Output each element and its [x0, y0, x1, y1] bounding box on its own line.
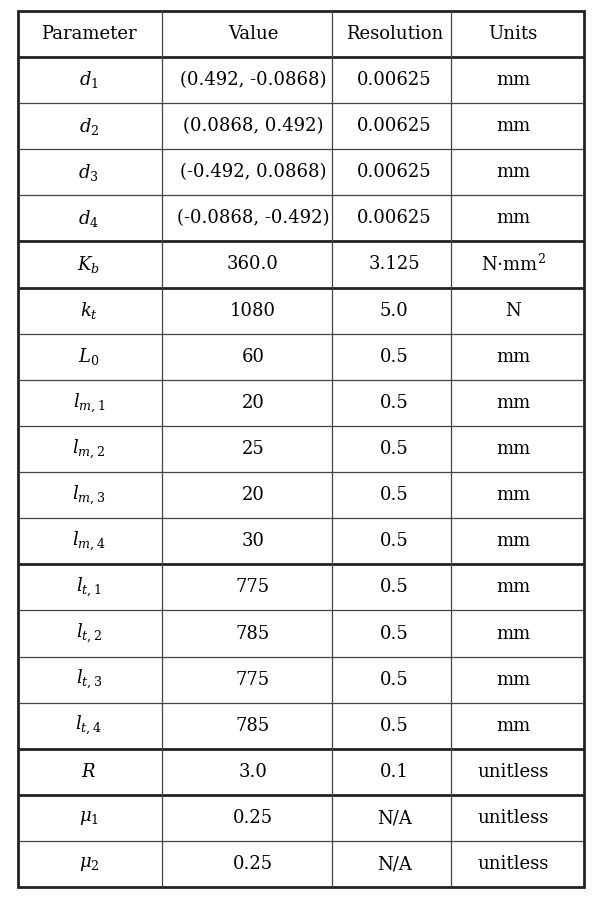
Text: Parameter: Parameter — [41, 25, 137, 43]
Text: $k_t$: $k_t$ — [80, 300, 98, 321]
Text: 3.125: 3.125 — [368, 256, 420, 274]
Text: unitless: unitless — [477, 763, 549, 781]
Text: $l_{m,4}$: $l_{m,4}$ — [72, 530, 105, 553]
Text: mm: mm — [496, 671, 530, 689]
Text: $\mu_1$: $\mu_1$ — [79, 809, 99, 827]
Text: 0.5: 0.5 — [380, 486, 409, 504]
Text: 360.0: 360.0 — [227, 256, 279, 274]
Text: Resolution: Resolution — [346, 25, 443, 43]
Text: 3.0: 3.0 — [238, 763, 267, 781]
Text: mm: mm — [496, 440, 530, 458]
Text: 30: 30 — [241, 533, 264, 550]
Text: mm: mm — [496, 348, 530, 365]
Text: N/A: N/A — [377, 855, 412, 873]
Text: $d_2$: $d_2$ — [79, 116, 99, 136]
Text: 0.5: 0.5 — [380, 440, 409, 458]
Text: $d_1$: $d_1$ — [79, 69, 99, 91]
Text: 0.00625: 0.00625 — [357, 71, 432, 89]
Text: $d_4$: $d_4$ — [78, 207, 99, 229]
Text: 0.00625: 0.00625 — [357, 163, 432, 181]
Text: 0.1: 0.1 — [380, 763, 409, 781]
Text: mm: mm — [496, 624, 530, 642]
Text: 0.5: 0.5 — [380, 717, 409, 735]
Text: N/A: N/A — [377, 809, 412, 827]
Text: 785: 785 — [236, 624, 270, 642]
Text: $l_{t,1}$: $l_{t,1}$ — [76, 576, 102, 599]
Text: 0.00625: 0.00625 — [357, 117, 432, 135]
Text: 775: 775 — [236, 578, 270, 596]
Text: Units: Units — [489, 25, 538, 43]
Text: $\mu_2$: $\mu_2$ — [78, 855, 99, 873]
Text: mm: mm — [496, 578, 530, 596]
Text: $l_{t,3}$: $l_{t,3}$ — [76, 668, 102, 691]
Text: 0.5: 0.5 — [380, 578, 409, 596]
Text: 0.5: 0.5 — [380, 533, 409, 550]
Text: mm: mm — [496, 486, 530, 504]
Text: mm: mm — [496, 163, 530, 181]
Text: 0.00625: 0.00625 — [357, 209, 432, 227]
Text: $l_{t,2}$: $l_{t,2}$ — [76, 621, 102, 645]
Text: 0.25: 0.25 — [233, 855, 273, 873]
Text: 775: 775 — [236, 671, 270, 689]
Text: 1080: 1080 — [230, 302, 276, 320]
Text: $l_{m,1}$: $l_{m,1}$ — [73, 392, 105, 415]
Text: (0.0868, 0.492): (0.0868, 0.492) — [182, 117, 323, 135]
Text: unitless: unitless — [477, 855, 549, 873]
Text: $l_{t,4}$: $l_{t,4}$ — [75, 714, 102, 737]
Text: unitless: unitless — [477, 809, 549, 827]
Text: 20: 20 — [241, 394, 264, 412]
Text: N$\cdot$mm$^2$: N$\cdot$mm$^2$ — [480, 254, 546, 275]
Text: N: N — [505, 302, 521, 320]
Text: $L_0$: $L_0$ — [78, 347, 99, 367]
Text: 60: 60 — [241, 348, 264, 365]
Text: mm: mm — [496, 394, 530, 412]
Text: $l_{m,2}$: $l_{m,2}$ — [72, 437, 105, 461]
Text: $l_{m,3}$: $l_{m,3}$ — [72, 483, 105, 506]
Text: 0.25: 0.25 — [233, 809, 273, 827]
Text: $K_b$: $K_b$ — [77, 254, 101, 275]
Text: 0.5: 0.5 — [380, 394, 409, 412]
Text: mm: mm — [496, 117, 530, 135]
Text: 20: 20 — [241, 486, 264, 504]
Text: 0.5: 0.5 — [380, 671, 409, 689]
Text: mm: mm — [496, 209, 530, 227]
Text: (0.492, -0.0868): (0.492, -0.0868) — [179, 71, 326, 89]
Text: 0.5: 0.5 — [380, 624, 409, 642]
Text: mm: mm — [496, 717, 530, 735]
Text: $R$: $R$ — [81, 763, 96, 781]
Text: 0.5: 0.5 — [380, 348, 409, 365]
Text: mm: mm — [496, 71, 530, 89]
Text: (-0.0868, -0.492): (-0.0868, -0.492) — [176, 209, 329, 227]
Text: Value: Value — [228, 25, 278, 43]
Text: 785: 785 — [236, 717, 270, 735]
Text: $d_3$: $d_3$ — [78, 162, 99, 182]
Text: 5.0: 5.0 — [380, 302, 409, 320]
Text: 25: 25 — [241, 440, 264, 458]
Text: mm: mm — [496, 533, 530, 550]
Text: (-0.492, 0.0868): (-0.492, 0.0868) — [179, 163, 326, 181]
